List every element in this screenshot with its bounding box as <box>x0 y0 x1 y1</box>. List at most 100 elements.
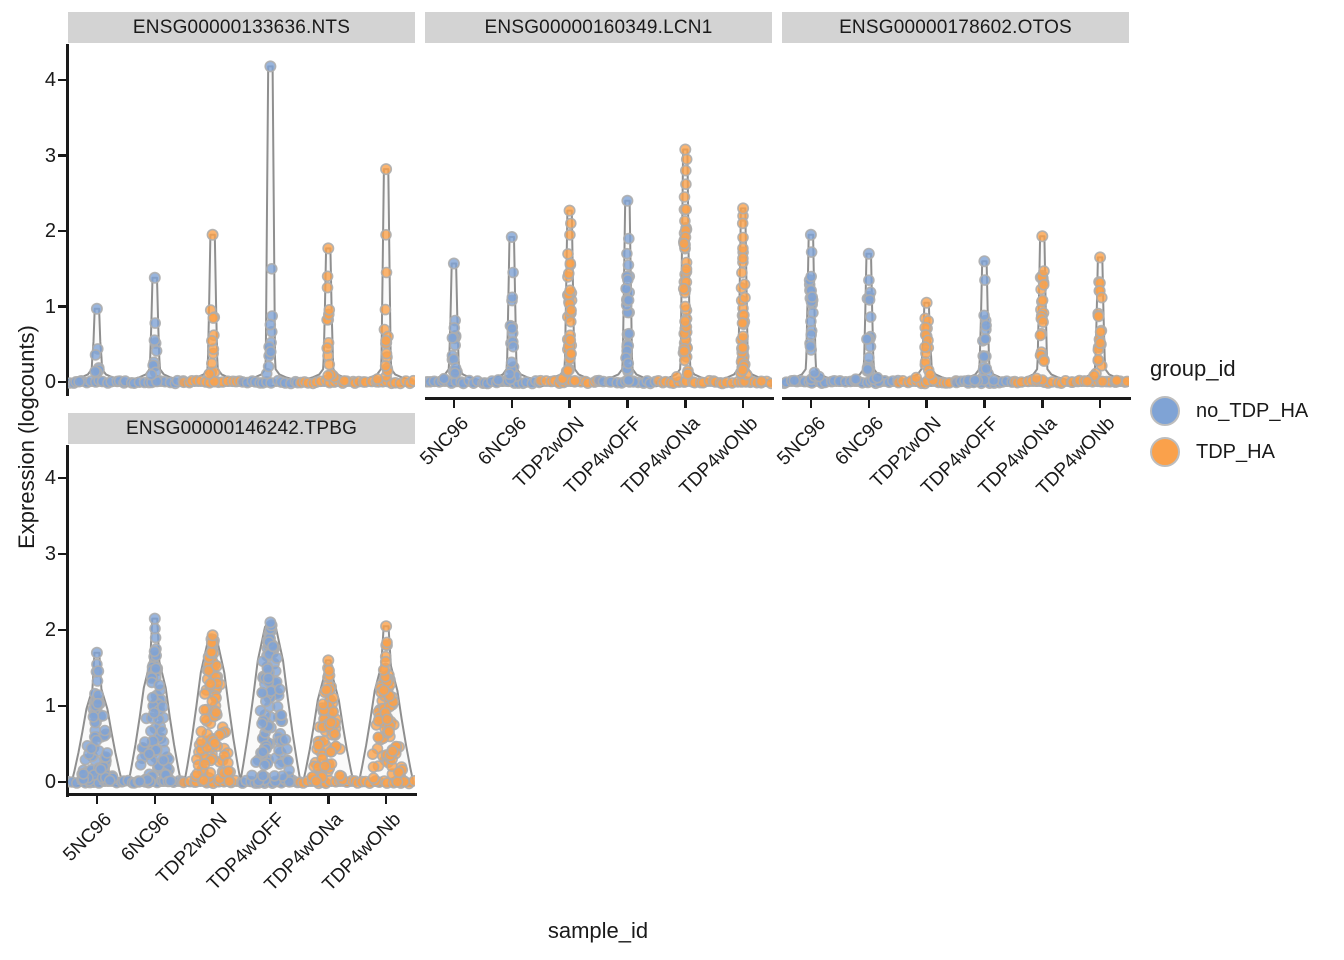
expression-dot <box>145 368 158 381</box>
y-tick-mark <box>58 552 66 556</box>
expression-dot <box>919 341 931 353</box>
y-tick-mark <box>58 305 66 308</box>
jitter-dots-TDP4wONa <box>652 143 720 390</box>
expression-dot <box>380 266 393 279</box>
expression-dot <box>367 772 380 784</box>
legend-key-circle-icon <box>1150 396 1180 426</box>
expression-dot <box>379 360 392 372</box>
legend-entry-no-tdp-ha: no_TDP_HA <box>1150 396 1308 426</box>
expression-dot <box>204 677 217 690</box>
expression-dot <box>621 194 634 207</box>
x-tick-mark <box>867 399 870 408</box>
y-tick-mark <box>58 78 66 82</box>
expression-dot <box>148 645 161 658</box>
expression-dot <box>206 629 219 642</box>
expression-dot <box>334 769 346 782</box>
expression-dot <box>565 347 577 360</box>
expression-dot <box>222 765 235 778</box>
facet-title: ENSG00000133636.NTS <box>132 16 351 38</box>
expression-dot <box>1121 375 1129 388</box>
expression-dot <box>507 340 520 353</box>
expression-dot <box>323 664 335 677</box>
y-tick-label: 0 <box>44 371 56 393</box>
expression-dot <box>987 374 1000 387</box>
expression-dot <box>156 725 168 738</box>
expression-dot <box>978 255 991 268</box>
facet-strip-ENSG00000178602.OTOS: ENSG00000178602.OTOS <box>782 12 1129 43</box>
legend: group_id no_TDP_HA TDP_HA <box>1150 356 1308 478</box>
expression-dot <box>267 640 279 653</box>
expression-dot <box>134 758 147 771</box>
expression-dot <box>979 274 991 286</box>
expression-dot <box>564 334 577 346</box>
x-tick-label-6NC96: 6NC96 <box>830 413 888 470</box>
jitter-dots-TDP4wONa <box>294 654 361 790</box>
expression-dot <box>678 345 691 358</box>
y-tick-label: 2 <box>44 619 56 641</box>
x-tick-mark <box>983 399 986 408</box>
expression-dot <box>505 231 518 244</box>
expression-dot <box>1036 230 1049 243</box>
expression-dot <box>274 683 286 696</box>
expression-dot <box>148 334 161 347</box>
expression-dot <box>379 655 392 668</box>
expression-dot <box>503 368 516 380</box>
facet-title: ENSG00000160349.LCN1 <box>484 16 713 38</box>
expression-dot <box>366 748 379 761</box>
expression-dot <box>139 736 151 748</box>
jitter-dots-6NC96 <box>122 612 188 789</box>
expression-dot <box>1096 375 1109 388</box>
expression-dot <box>678 191 691 203</box>
x-tick-label-6NC96: 6NC96 <box>116 809 174 866</box>
expression-dot <box>148 707 160 719</box>
expression-dot <box>197 774 210 787</box>
expression-dot <box>381 636 393 649</box>
y-tick-mark <box>58 154 66 157</box>
expression-dot <box>90 734 103 747</box>
expression-dot <box>448 322 461 334</box>
expression-dot <box>804 228 817 241</box>
x-tick-label-6NC96: 6NC96 <box>473 413 531 470</box>
expression-dot <box>861 333 873 345</box>
expression-dot <box>679 315 691 328</box>
jitter-dots-5NC96 <box>782 228 846 390</box>
jitter-dots-TDP2wON <box>892 296 962 390</box>
expression-dot <box>737 330 749 343</box>
x-axis-line <box>68 793 417 796</box>
expression-dot <box>383 725 395 738</box>
expression-dot <box>207 312 220 324</box>
expression-dot <box>99 724 111 737</box>
expression-dot <box>257 769 269 782</box>
expression-dot <box>386 745 399 757</box>
expression-dot <box>681 368 694 380</box>
y-tick-label: 3 <box>44 144 56 167</box>
y-tick-label: 4 <box>44 467 56 489</box>
legend-entry-label: no_TDP_HA <box>1196 399 1309 422</box>
expression-dot <box>788 374 801 387</box>
expression-dot <box>381 713 394 726</box>
expression-dot <box>736 217 749 230</box>
expression-dot <box>73 375 85 388</box>
facet-panel-ENSG00000160349.LCN1 <box>425 143 772 390</box>
expression-dot <box>506 291 519 304</box>
facet-strip-ENSG00000146242.TPBG: ENSG00000146242.TPBG <box>68 413 415 444</box>
expression-dot <box>920 296 933 309</box>
y-tick-mark <box>58 380 66 384</box>
jitter-dots-TDP4wOFF <box>593 194 662 390</box>
expression-dot <box>148 612 161 625</box>
expression-dot <box>505 356 518 369</box>
expression-dot <box>157 700 169 713</box>
expression-dot <box>910 371 922 384</box>
expression-dot <box>861 363 874 376</box>
expression-dot <box>392 766 405 779</box>
expression-dot <box>372 731 385 744</box>
expression-dot <box>1037 316 1049 328</box>
expression-dot <box>621 247 633 260</box>
expression-dot <box>323 358 336 371</box>
jitter-dots-TDP4wOFF <box>950 255 1018 390</box>
expression-dot <box>679 143 692 156</box>
jitter-dots-6NC96 <box>478 231 545 390</box>
y-tick-label: 1 <box>44 695 56 717</box>
expression-dot <box>737 341 749 354</box>
jitter-dots-TDP4wONa <box>1009 230 1078 390</box>
